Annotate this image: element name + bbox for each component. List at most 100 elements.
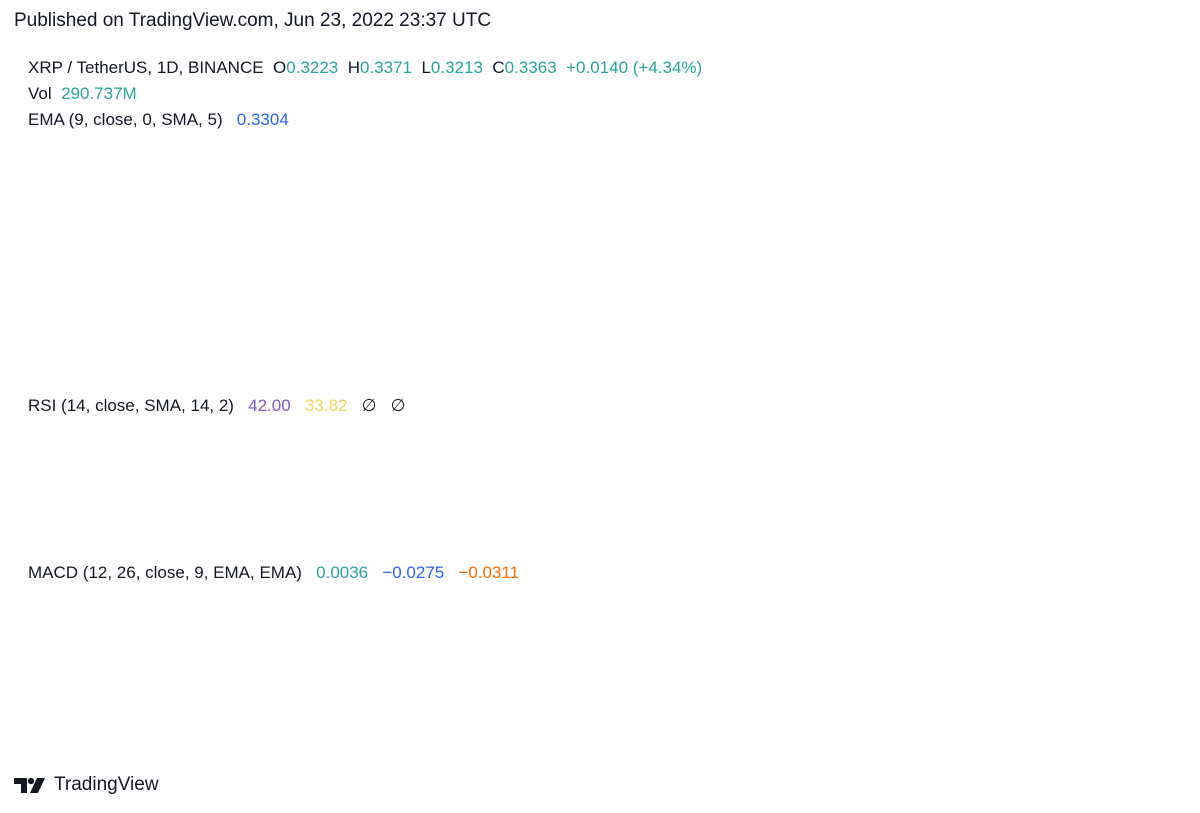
price-tick-label: 0.5000 [1090, 208, 1142, 227]
volume-bar [13, 368, 27, 376]
price-tick-label: 0.3000 [1090, 333, 1142, 352]
candle-body [835, 329, 846, 336]
candle-body [893, 319, 904, 327]
candle-body [749, 285, 760, 298]
rsi-value: 42.00 [248, 396, 291, 415]
candle-body [922, 318, 933, 328]
volume-bar [258, 367, 272, 376]
volume-bar [373, 351, 387, 376]
macd-histogram-bar [805, 575, 819, 577]
volume-bar [618, 365, 632, 376]
volume-bar [402, 357, 416, 376]
macd-histogram-bar [589, 561, 603, 576]
low-value: 0.3213 [430, 58, 483, 77]
volume-bar [56, 362, 70, 376]
macd-legend: MACD (12, 26, close, 9, EMA, EMA) 0.0036… [28, 563, 519, 583]
brand-name: TradingView [54, 774, 159, 795]
rsi-legend: RSI (14, close, SMA, 14, 2) 42.00 33.82 … [28, 396, 405, 416]
candle-body [763, 297, 774, 311]
volume-bar [647, 363, 661, 376]
candle-body [159, 141, 169, 155]
volume-bar [215, 366, 229, 376]
volume-bar [99, 364, 113, 376]
candle-body [677, 279, 688, 283]
volume-bar [431, 360, 445, 376]
candle-body [245, 154, 256, 158]
volume-bar [531, 362, 545, 376]
macd-label: MACD (12, 26, close, 9, EMA, EMA) [28, 563, 302, 582]
published-caption: Published on TradingView.com, Jun 23, 20… [14, 10, 492, 31]
macd-histogram-bar [560, 563, 574, 576]
candle-body [634, 276, 645, 280]
symbol-name: XRP / TetherUS, 1D, BINANCE [28, 58, 264, 77]
candle-body [821, 316, 832, 330]
candle-body [447, 266, 457, 270]
macd-tick-label: −0.0500 [1090, 662, 1152, 681]
candle-body [648, 279, 659, 286]
volume-bar [906, 362, 920, 376]
macd-histogram-bar [704, 567, 718, 576]
rsi-line [19, 470, 928, 528]
last-price-label: 0.3363 [1094, 310, 1146, 329]
volume-bar [287, 366, 301, 376]
candle-body [331, 266, 342, 292]
rsi-pane: 60.00 40.00 20.00 [16, 393, 1133, 542]
candle-body [591, 266, 601, 286]
volume-bar [42, 368, 56, 376]
macd-histogram-bar [906, 571, 920, 576]
candle-body [864, 319, 875, 323]
macd-histogram-bar [819, 575, 833, 577]
x-tick-label: Jun [568, 730, 595, 749]
candle-body [130, 144, 141, 167]
candle-body [619, 260, 630, 277]
candle-body [274, 166, 285, 177]
macd-tick-label: 0.0000 [1090, 566, 1142, 585]
open-value: 0.3223 [286, 58, 339, 77]
candle-body [663, 282, 673, 286]
volume-bar [157, 362, 171, 376]
candle-body [432, 269, 443, 280]
plot-background [16, 48, 1074, 740]
candle-body [15, 76, 25, 83]
volume-bar [776, 362, 790, 376]
volume-bar [85, 366, 99, 376]
symbol-legend: XRP / TetherUS, 1D, BINANCE O0.3223 H0.3… [28, 58, 702, 78]
volume-bar [690, 366, 704, 376]
volume-bar [891, 358, 905, 376]
x-tick-label: Jul [1032, 730, 1054, 749]
macd-line [19, 603, 928, 686]
volume-bar [747, 363, 761, 376]
candle-body [576, 285, 587, 289]
volume-bar [920, 364, 934, 376]
candle-body [691, 272, 702, 280]
grid [16, 48, 1074, 740]
candle-body [519, 272, 529, 277]
candle-body [504, 269, 515, 273]
volume-bar [546, 360, 560, 376]
volume-bar [344, 313, 358, 376]
volume-bar [229, 365, 243, 376]
candle-body [547, 285, 558, 289]
macd-histogram-bar [776, 575, 790, 579]
macd-histogram-bar [13, 575, 27, 591]
volume-bar [114, 365, 128, 376]
volume-bar [791, 357, 805, 376]
last-price-badge [1074, 306, 1166, 331]
price-tick-label: 0.7000 [1090, 83, 1142, 102]
macd-histogram-bar [603, 563, 617, 576]
volume-bar [704, 366, 718, 376]
volume-bar [575, 349, 589, 376]
macd-histogram-bar [690, 565, 704, 576]
macd-histogram-bar [891, 571, 905, 576]
macd-histogram-bar [517, 569, 531, 576]
macd-histogram-bar [791, 575, 805, 579]
volume-bar [589, 358, 603, 376]
volume-bar [474, 366, 488, 376]
price-tick-label: 0.6000 [1090, 145, 1142, 164]
close-label: C [492, 58, 505, 77]
macd-histogram-bar [632, 565, 646, 576]
volume-value: 290.737M [61, 84, 137, 103]
candle-body [807, 316, 817, 327]
rsi-label: RSI (14, close, SMA, 14, 2) [28, 396, 234, 415]
ema-value: 0.3304 [236, 110, 289, 129]
